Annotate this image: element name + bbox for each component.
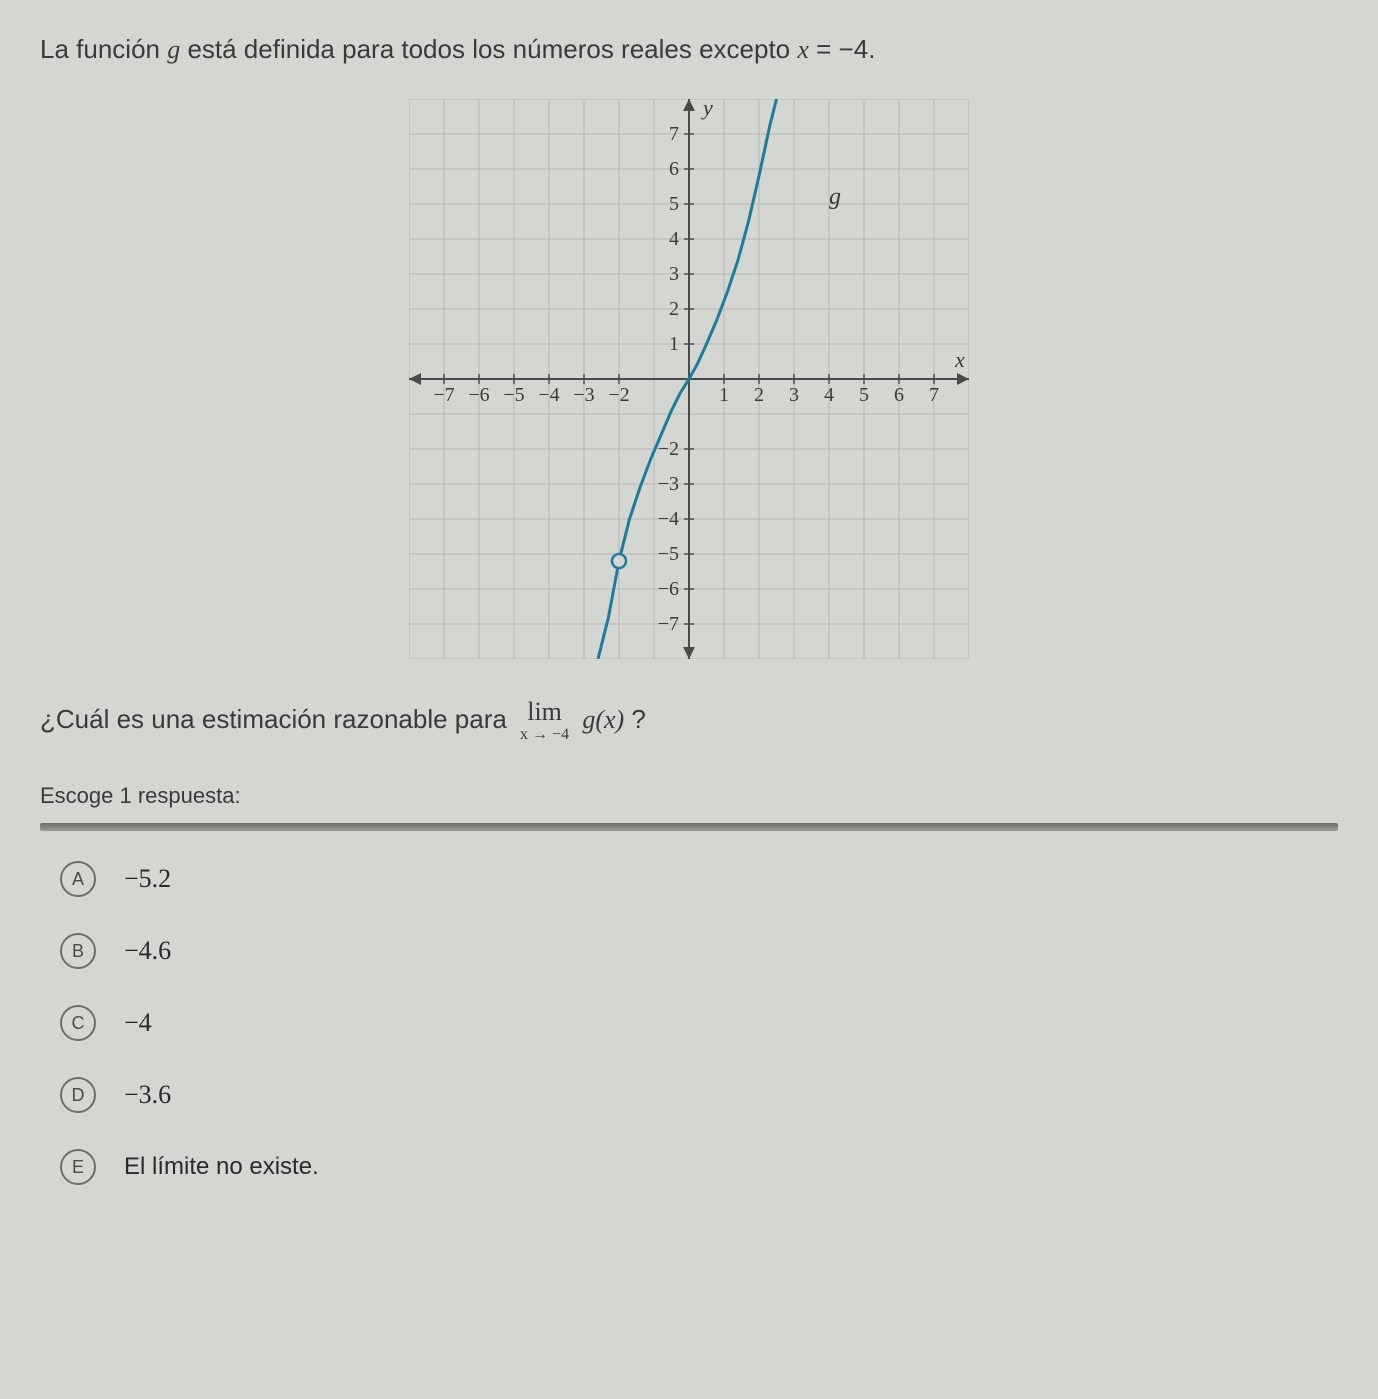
question-text: La función g está definida para todos lo… [40,30,1338,69]
choice-text: −4 [124,1008,152,1038]
svg-text:5: 5 [669,193,679,215]
svg-text:y: y [701,99,713,120]
p2-after: ? [631,704,645,734]
function-graph: −7 −6 −5 −4 −3 −2 1 2 3 4 5 6 7 1 2 3 4 5 6 7 −2 −3 −4 −5 −6 −7 x y… [409,99,969,659]
q-before: La función [40,34,167,64]
q-eq-rhs: = −4. [809,34,876,64]
q-func: g [167,35,180,64]
choice-b[interactable]: B −4.6 [60,933,1338,969]
svg-text:5: 5 [859,384,869,406]
svg-text:−3: −3 [573,384,594,406]
choice-text: −4.6 [124,936,171,966]
svg-text:7: 7 [669,123,679,145]
svg-text:7: 7 [929,384,939,406]
svg-text:6: 6 [669,158,679,180]
gx: g(x) [582,705,624,734]
svg-text:4: 4 [669,228,679,250]
svg-text:−7: −7 [433,384,454,406]
svg-text:3: 3 [669,263,679,285]
svg-text:−6: −6 [658,578,679,600]
graph-container: −7 −6 −5 −4 −3 −2 1 2 3 4 5 6 7 1 2 3 4 5 6 7 −2 −3 −4 −5 −6 −7 x y… [40,99,1338,659]
choice-badge: B [60,933,96,969]
svg-text:−4: −4 [658,508,679,530]
divider [40,823,1338,831]
svg-text:4: 4 [824,384,834,406]
choice-text: El límite no existe. [124,1153,319,1181]
svg-text:−5: −5 [503,384,524,406]
svg-text:−2: −2 [608,384,629,406]
svg-text:6: 6 [894,384,904,406]
lim-bot: x → −4 [520,727,569,743]
q-mid: está definida para todos los números rea… [180,34,797,64]
choice-e[interactable]: E El límite no existe. [60,1149,1338,1185]
svg-text:x: x [954,347,965,372]
choices-list: A −5.2 B −4.6 C −4 D −3.6 E El límite no existe. [40,861,1338,1185]
q-eq-lhs: x [797,35,809,64]
choice-text: −3.6 [124,1080,171,1110]
choice-d[interactable]: D −3.6 [60,1077,1338,1113]
choice-badge: E [60,1149,96,1185]
choice-c[interactable]: C −4 [60,1005,1338,1041]
svg-text:1: 1 [669,333,679,355]
choice-badge: D [60,1077,96,1113]
limit-expression: lim x → −4 [520,699,569,743]
choose-one-label: Escoge 1 respuesta: [40,783,1338,809]
svg-text:3: 3 [789,384,799,406]
svg-text:2: 2 [754,384,764,406]
svg-text:−6: −6 [468,384,489,406]
svg-text:2: 2 [669,298,679,320]
choice-badge: A [60,861,96,897]
lim-top: lim [527,697,562,726]
limit-question: ¿Cuál es una estimación razonable para l… [40,699,1338,743]
svg-text:g: g [829,184,841,210]
svg-text:−3: −3 [658,473,679,495]
svg-text:1: 1 [719,384,729,406]
choice-badge: C [60,1005,96,1041]
svg-text:−2: −2 [658,438,679,460]
choice-text: −5.2 [124,864,171,894]
p2-before: ¿Cuál es una estimación razonable para [40,704,514,734]
svg-text:−7: −7 [658,613,679,635]
svg-text:−5: −5 [658,543,679,565]
choice-a[interactable]: A −5.2 [60,861,1338,897]
svg-text:−4: −4 [538,384,559,406]
